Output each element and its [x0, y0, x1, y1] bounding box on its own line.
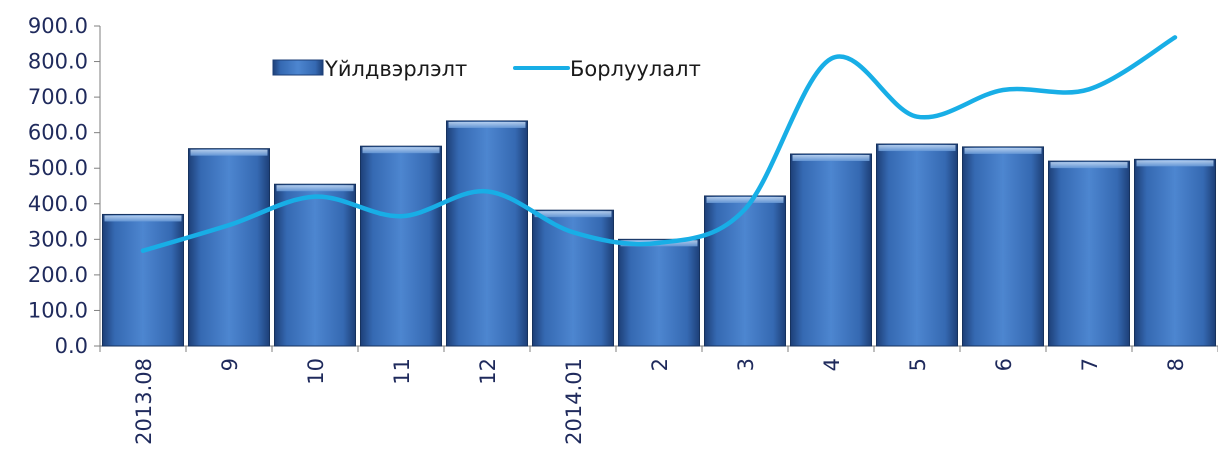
bar-bevel [792, 155, 870, 161]
bar-bevel [190, 149, 268, 156]
bar [1048, 160, 1130, 347]
bar-bevel [276, 185, 354, 192]
bar-body [102, 213, 184, 347]
x-tick-label: 5 [906, 358, 930, 371]
y-tick-label: 0.0 [55, 334, 88, 358]
bar-bevel [1136, 160, 1214, 167]
legend-item-line: Борлуулалт [513, 57, 701, 81]
bar [188, 148, 270, 347]
bar [876, 143, 958, 347]
bar-bevel [706, 196, 784, 203]
bar-body [274, 183, 356, 347]
x-axis: 2013.08 9 10 11 12 2014.01 2 3 4 5 6 7 8 [99, 345, 1218, 445]
bar-body [1048, 160, 1130, 347]
bar-series [102, 120, 1216, 347]
bar-body [790, 153, 872, 347]
bar-bevel [878, 145, 956, 152]
bar-body [1134, 158, 1216, 347]
legend-swatch-bar [272, 59, 324, 76]
y-tick-label: 400.0 [28, 192, 88, 216]
line-series [140, 35, 1178, 253]
legend-label-line: Борлуулалт [570, 57, 701, 81]
y-tick-label: 200.0 [28, 263, 88, 287]
y-axis: 0.0 100.0 200.0 300.0 400.0 500.0 600.0 700.0 80… [28, 14, 101, 358]
bar-bevel [1050, 162, 1128, 169]
bar-bevel [362, 147, 440, 154]
x-tick-label: 11 [390, 358, 414, 385]
bar-body [360, 145, 442, 347]
x-tick-label: 3 [734, 358, 758, 371]
bar-body [876, 143, 958, 347]
bar-body [618, 238, 700, 347]
x-tick-label: 2 [648, 358, 672, 371]
bar [1134, 158, 1216, 347]
bar [618, 238, 700, 347]
x-tick-label: 2013.08 [132, 358, 156, 445]
bar [704, 195, 786, 347]
legend-item-bar: Үйлдвэрлэлт [272, 57, 467, 81]
bar [962, 146, 1044, 347]
bar-body [962, 146, 1044, 347]
x-tick-label: 12 [476, 358, 500, 385]
bar-body [704, 195, 786, 347]
x-tick-label: 10 [304, 358, 328, 385]
y-tick-label: 300.0 [28, 227, 88, 251]
y-tick-label: 700.0 [28, 85, 88, 109]
bar-bevel [964, 147, 1042, 154]
legend-label-bar: Үйлдвэрлэлт [324, 57, 467, 81]
bar-body [188, 148, 270, 347]
bar [360, 145, 442, 347]
bar-body [446, 120, 528, 347]
bar [790, 153, 872, 347]
bar [102, 213, 184, 347]
x-tick-label: 9 [218, 358, 242, 371]
x-tick-label: 4 [820, 358, 844, 371]
y-tick-label: 800.0 [28, 50, 88, 74]
y-tick-label: 100.0 [28, 298, 88, 322]
x-tick-label: 8 [1164, 358, 1188, 371]
bar [274, 183, 356, 347]
legend: Үйлдвэрлэлт Борлуулалт [272, 57, 701, 81]
x-tick-label: 2014.01 [562, 358, 586, 445]
bar-bevel [448, 121, 526, 128]
bar-bevel [534, 211, 612, 218]
bar [446, 120, 528, 347]
y-tick-label: 900.0 [28, 14, 88, 38]
x-tick-label: 6 [992, 358, 1016, 371]
x-tick-label: 7 [1078, 358, 1102, 371]
y-tick-label: 500.0 [28, 156, 88, 180]
bar-bevel [104, 215, 182, 222]
y-tick-label: 600.0 [28, 121, 88, 145]
line-path [140, 35, 1178, 253]
